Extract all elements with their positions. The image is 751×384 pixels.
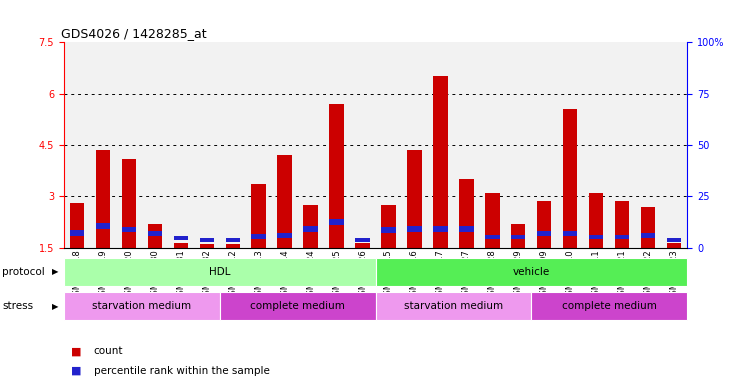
Text: stress: stress xyxy=(2,301,33,311)
Bar xyxy=(252,184,266,248)
Text: ▶: ▶ xyxy=(52,267,58,276)
Bar xyxy=(615,235,629,239)
Bar xyxy=(407,150,421,248)
Bar xyxy=(148,224,162,248)
Bar xyxy=(641,207,656,248)
Text: count: count xyxy=(94,346,123,356)
Bar xyxy=(460,226,474,232)
Bar xyxy=(277,233,291,238)
Bar xyxy=(615,202,629,248)
Bar xyxy=(563,230,578,236)
Bar xyxy=(532,293,687,320)
Text: starvation medium: starvation medium xyxy=(92,301,192,311)
Text: percentile rank within the sample: percentile rank within the sample xyxy=(94,366,270,376)
Bar xyxy=(64,258,376,286)
Bar xyxy=(589,193,603,248)
Bar xyxy=(173,236,188,240)
Bar xyxy=(122,159,136,248)
Bar xyxy=(330,104,344,248)
Text: ■: ■ xyxy=(71,346,82,356)
Bar xyxy=(511,235,526,239)
Bar xyxy=(277,155,291,248)
Bar xyxy=(433,76,448,248)
Text: GDS4026 / 1428285_at: GDS4026 / 1428285_at xyxy=(61,26,207,40)
Bar xyxy=(667,238,681,242)
Bar xyxy=(200,238,214,242)
Text: complete medium: complete medium xyxy=(562,301,656,311)
Bar xyxy=(173,243,188,248)
Bar xyxy=(122,227,136,232)
Bar xyxy=(537,202,551,248)
Bar xyxy=(355,238,369,242)
Bar xyxy=(70,230,84,236)
Text: ■: ■ xyxy=(71,366,82,376)
Bar xyxy=(252,234,266,239)
Bar xyxy=(511,224,526,248)
Bar xyxy=(64,293,220,320)
Bar xyxy=(485,235,499,239)
Bar xyxy=(225,244,240,248)
Bar xyxy=(95,150,110,248)
Text: starvation medium: starvation medium xyxy=(404,301,503,311)
Text: vehicle: vehicle xyxy=(513,266,550,277)
Bar xyxy=(382,227,396,233)
Bar xyxy=(148,231,162,236)
Bar xyxy=(589,235,603,239)
Bar xyxy=(70,203,84,248)
Bar xyxy=(95,223,110,229)
Bar xyxy=(537,230,551,236)
Bar xyxy=(485,193,499,248)
Bar xyxy=(376,293,532,320)
Bar xyxy=(407,226,421,232)
Bar xyxy=(225,238,240,242)
Bar xyxy=(667,243,681,248)
Bar xyxy=(200,244,214,248)
Bar xyxy=(303,226,318,232)
Bar xyxy=(355,243,369,248)
Bar xyxy=(303,205,318,248)
Bar xyxy=(382,205,396,248)
Bar xyxy=(563,109,578,248)
Text: HDL: HDL xyxy=(209,266,231,277)
Bar xyxy=(376,258,687,286)
Bar xyxy=(330,219,344,225)
Bar xyxy=(220,293,376,320)
Bar xyxy=(460,179,474,248)
Bar xyxy=(641,233,656,238)
Text: complete medium: complete medium xyxy=(250,301,345,311)
Text: protocol: protocol xyxy=(2,266,45,277)
Text: ▶: ▶ xyxy=(52,302,58,311)
Bar xyxy=(433,226,448,232)
